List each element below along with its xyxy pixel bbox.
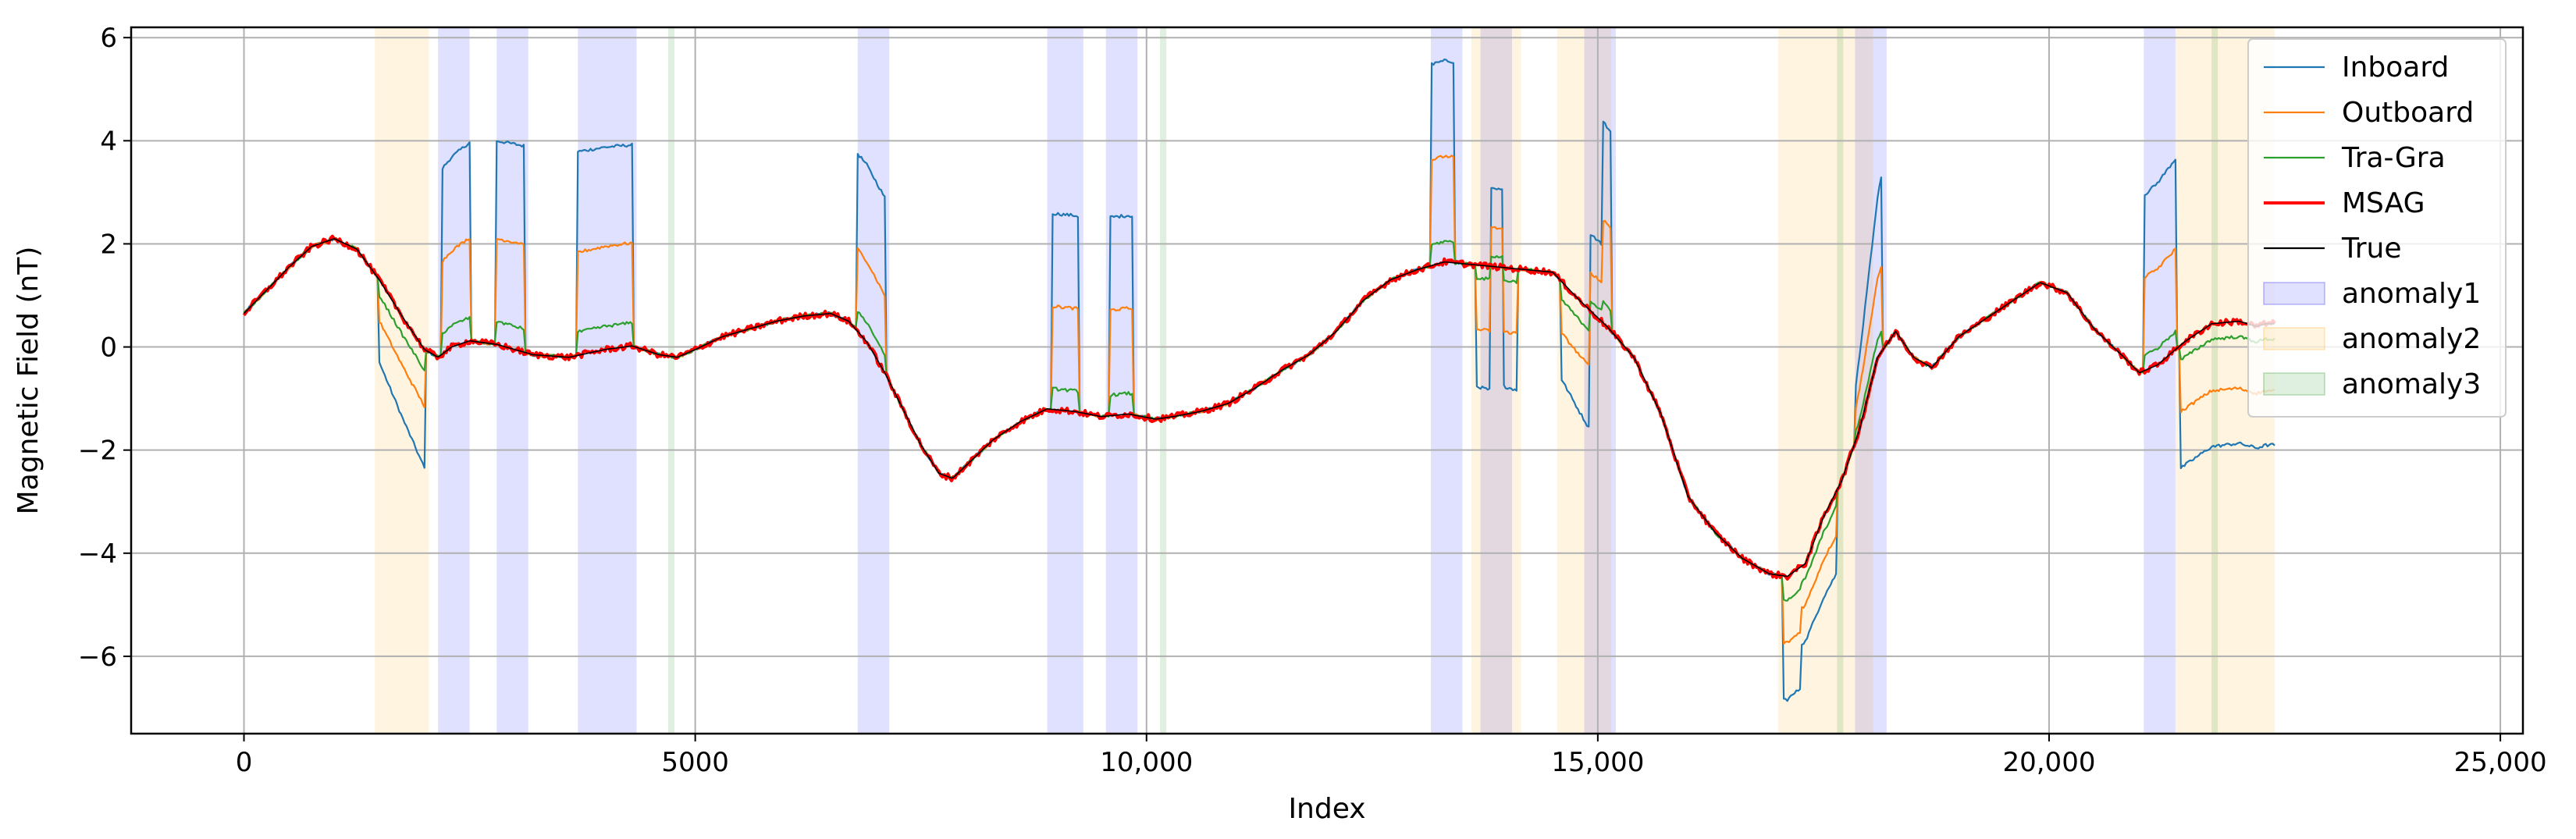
anomaly-region-anomaly1 — [438, 27, 470, 734]
y-tick-label: 2 — [100, 229, 117, 260]
anomaly-region-anomaly2 — [1471, 27, 1521, 734]
x-tick-label: 5000 — [661, 747, 729, 778]
anomaly-region-anomaly3 — [667, 27, 675, 734]
anomaly-region-anomaly1 — [1105, 27, 1138, 734]
anomaly-region-anomaly1 — [1047, 27, 1083, 734]
anomaly-region-anomaly3 — [2211, 27, 2218, 734]
legend-label-outboard: Outboard — [2342, 97, 2474, 129]
legend-label-anomaly3: anomaly3 — [2342, 368, 2481, 400]
legend-label-msag: MSAG — [2342, 187, 2425, 219]
legend-label-tra-gra: Tra-Gra — [2341, 142, 2446, 174]
legend-swatch-anomaly1 — [2263, 282, 2325, 305]
y-tick-label: 0 — [100, 332, 117, 364]
anomaly-region-anomaly2 — [1778, 27, 1873, 734]
data-series — [242, 59, 2276, 702]
y-tick-label: 4 — [100, 126, 117, 157]
legend-label-anomaly1: anomaly1 — [2342, 278, 2481, 310]
legend-label-inboard: Inboard — [2342, 52, 2449, 84]
legend-label-true: True — [2341, 233, 2401, 265]
anomaly-region-anomaly1 — [857, 27, 890, 734]
anomaly-region-anomaly1 — [496, 27, 528, 734]
y-axis-label: Magnetic Field (nT) — [12, 247, 44, 515]
x-axis-label: Index — [1288, 793, 1365, 825]
x-tick-label: 20,000 — [2002, 747, 2095, 778]
legend-swatch-anomaly3 — [2263, 372, 2325, 396]
plot-area-frame — [130, 26, 2524, 735]
series-line-true — [243, 238, 2275, 578]
anomaly-region-anomaly1 — [1480, 27, 1513, 734]
axis-ticks: 0 5000 10,000 15,000 20,000 25,000 −6 −4 −2 0 2 4 6 — [78, 23, 2547, 778]
legend-swatch-anomaly2 — [2263, 327, 2325, 350]
grid-lines — [131, 27, 2523, 734]
legend: Inboard Outboard Tra-Gra MSAG True anomaly1 an… — [2247, 38, 2507, 418]
legend-label-anomaly2: anomaly2 — [2342, 323, 2481, 355]
y-tick-label: −6 — [78, 642, 117, 673]
y-tick-label: −4 — [78, 539, 117, 570]
y-tick-label: −2 — [78, 435, 117, 467]
x-tick-label: 0 — [236, 747, 253, 778]
anomaly-region-anomaly1 — [578, 27, 637, 734]
anomaly-region-anomaly1 — [1430, 27, 1463, 734]
legend-box — [2247, 38, 2507, 418]
x-tick-label: 10,000 — [1100, 747, 1193, 778]
anomaly-region-anomaly2 — [375, 27, 429, 734]
anomaly-region-anomaly3 — [1837, 27, 1844, 734]
x-tick-label: 15,000 — [1551, 747, 1644, 778]
x-tick-label: 25,000 — [2454, 747, 2547, 778]
anomaly-region-anomaly3 — [1160, 27, 1167, 734]
y-tick-label: 6 — [100, 23, 117, 54]
anomaly-region-anomaly1 — [2144, 27, 2176, 734]
